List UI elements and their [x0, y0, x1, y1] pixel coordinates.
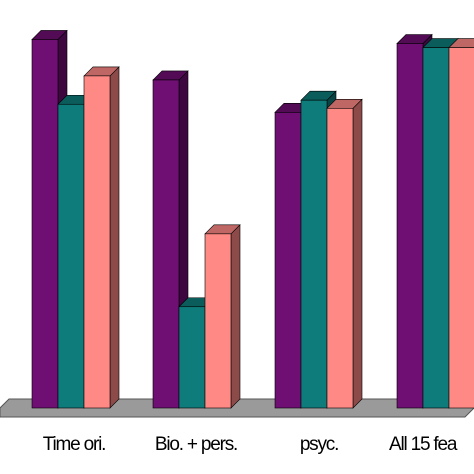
bar-front	[31, 39, 59, 409]
x-tick-labels: Time ori. Bio. + pers. psyc. All 15 fea	[43, 434, 459, 455]
bar	[448, 38, 474, 409]
x-tick-label: psyc.	[300, 434, 338, 455]
bar-side	[352, 98, 363, 409]
bar-front	[422, 47, 450, 409]
bar	[204, 224, 241, 409]
bar-side	[230, 224, 241, 409]
bar-front	[152, 79, 180, 409]
x-tick-label: All 15 fea	[389, 434, 458, 455]
bar-front	[57, 103, 85, 409]
bar-series	[31, 29, 474, 409]
bar-front	[83, 75, 111, 409]
bar-side	[109, 66, 120, 409]
bar-front	[178, 306, 206, 409]
x-tick-label: Time ori.	[43, 434, 105, 455]
bar-front	[326, 108, 354, 409]
bar-front	[274, 112, 302, 409]
bar-front	[300, 99, 328, 409]
bar	[83, 66, 120, 409]
bar-front	[396, 43, 424, 409]
bar-front	[448, 47, 474, 409]
bar	[152, 70, 189, 409]
x-tick-label: Bio. + pers.	[155, 434, 237, 455]
bar	[326, 98, 363, 409]
bar-front	[204, 233, 232, 409]
